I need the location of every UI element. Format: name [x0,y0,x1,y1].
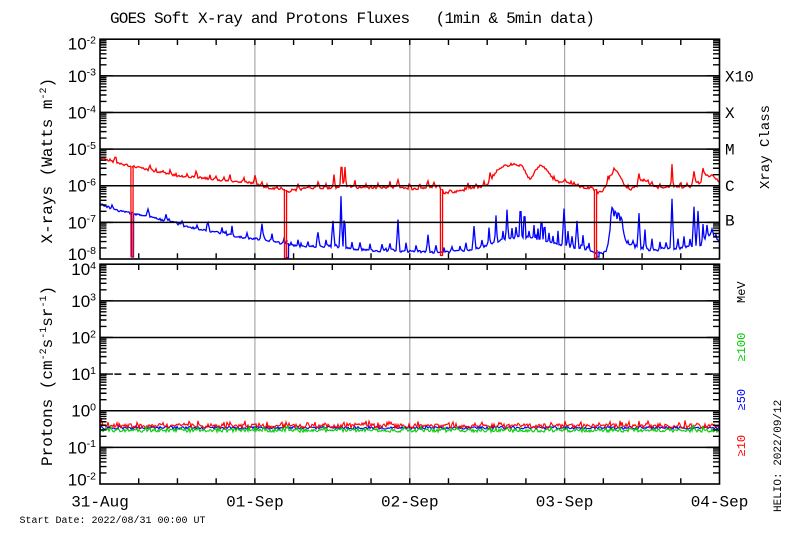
svg-text:GOES Soft X-ray and Protons Fl: GOES Soft X-ray and Protons Fluxes (1min… [110,10,594,28]
svg-text:HELIO: 2022/09/12: HELIO: 2022/09/12 [773,400,785,512]
svg-text:Xray Class: Xray Class [758,105,774,189]
svg-text:02-Sep: 02-Sep [381,494,439,512]
svg-text:10-2: 10-2 [68,470,96,489]
svg-text:10-5: 10-5 [68,140,96,159]
svg-text:10-1: 10-1 [68,438,96,457]
svg-text:MeV: MeV [735,281,749,303]
svg-text:10-2: 10-2 [68,35,96,54]
svg-text:X10: X10 [725,68,754,86]
svg-text:101: 101 [71,365,96,384]
svg-text:10-7: 10-7 [68,213,96,232]
svg-text:10-6: 10-6 [68,177,96,196]
svg-text:≥50: ≥50 [735,389,749,411]
svg-text:X-rays (Watts m-2): X-rays (Watts m-2) [39,78,57,244]
svg-text:01-Sep: 01-Sep [226,494,284,512]
svg-text:Start Date: 2022/08/31 00:00 U: Start Date: 2022/08/31 00:00 UT [20,515,206,527]
svg-text:M: M [725,142,735,160]
svg-text:X: X [725,105,735,123]
svg-text:04-Sep: 04-Sep [691,494,749,512]
svg-text:10-4: 10-4 [68,103,96,122]
svg-text:10-3: 10-3 [68,67,96,86]
svg-text:C: C [725,178,735,196]
svg-text:≥100: ≥100 [735,333,749,362]
svg-text:103: 103 [71,292,96,311]
svg-text:104: 104 [71,260,96,279]
svg-text:31-Aug: 31-Aug [71,494,129,512]
svg-text:100: 100 [71,402,96,421]
svg-text:B: B [725,212,735,230]
svg-text:03-Sep: 03-Sep [536,494,594,512]
svg-text:Protons (cm-2s-1sr-1): Protons (cm-2s-1sr-1) [39,286,57,466]
svg-text:102: 102 [71,328,96,347]
svg-text:≥10: ≥10 [735,435,749,457]
svg-text:10-8: 10-8 [68,245,96,264]
